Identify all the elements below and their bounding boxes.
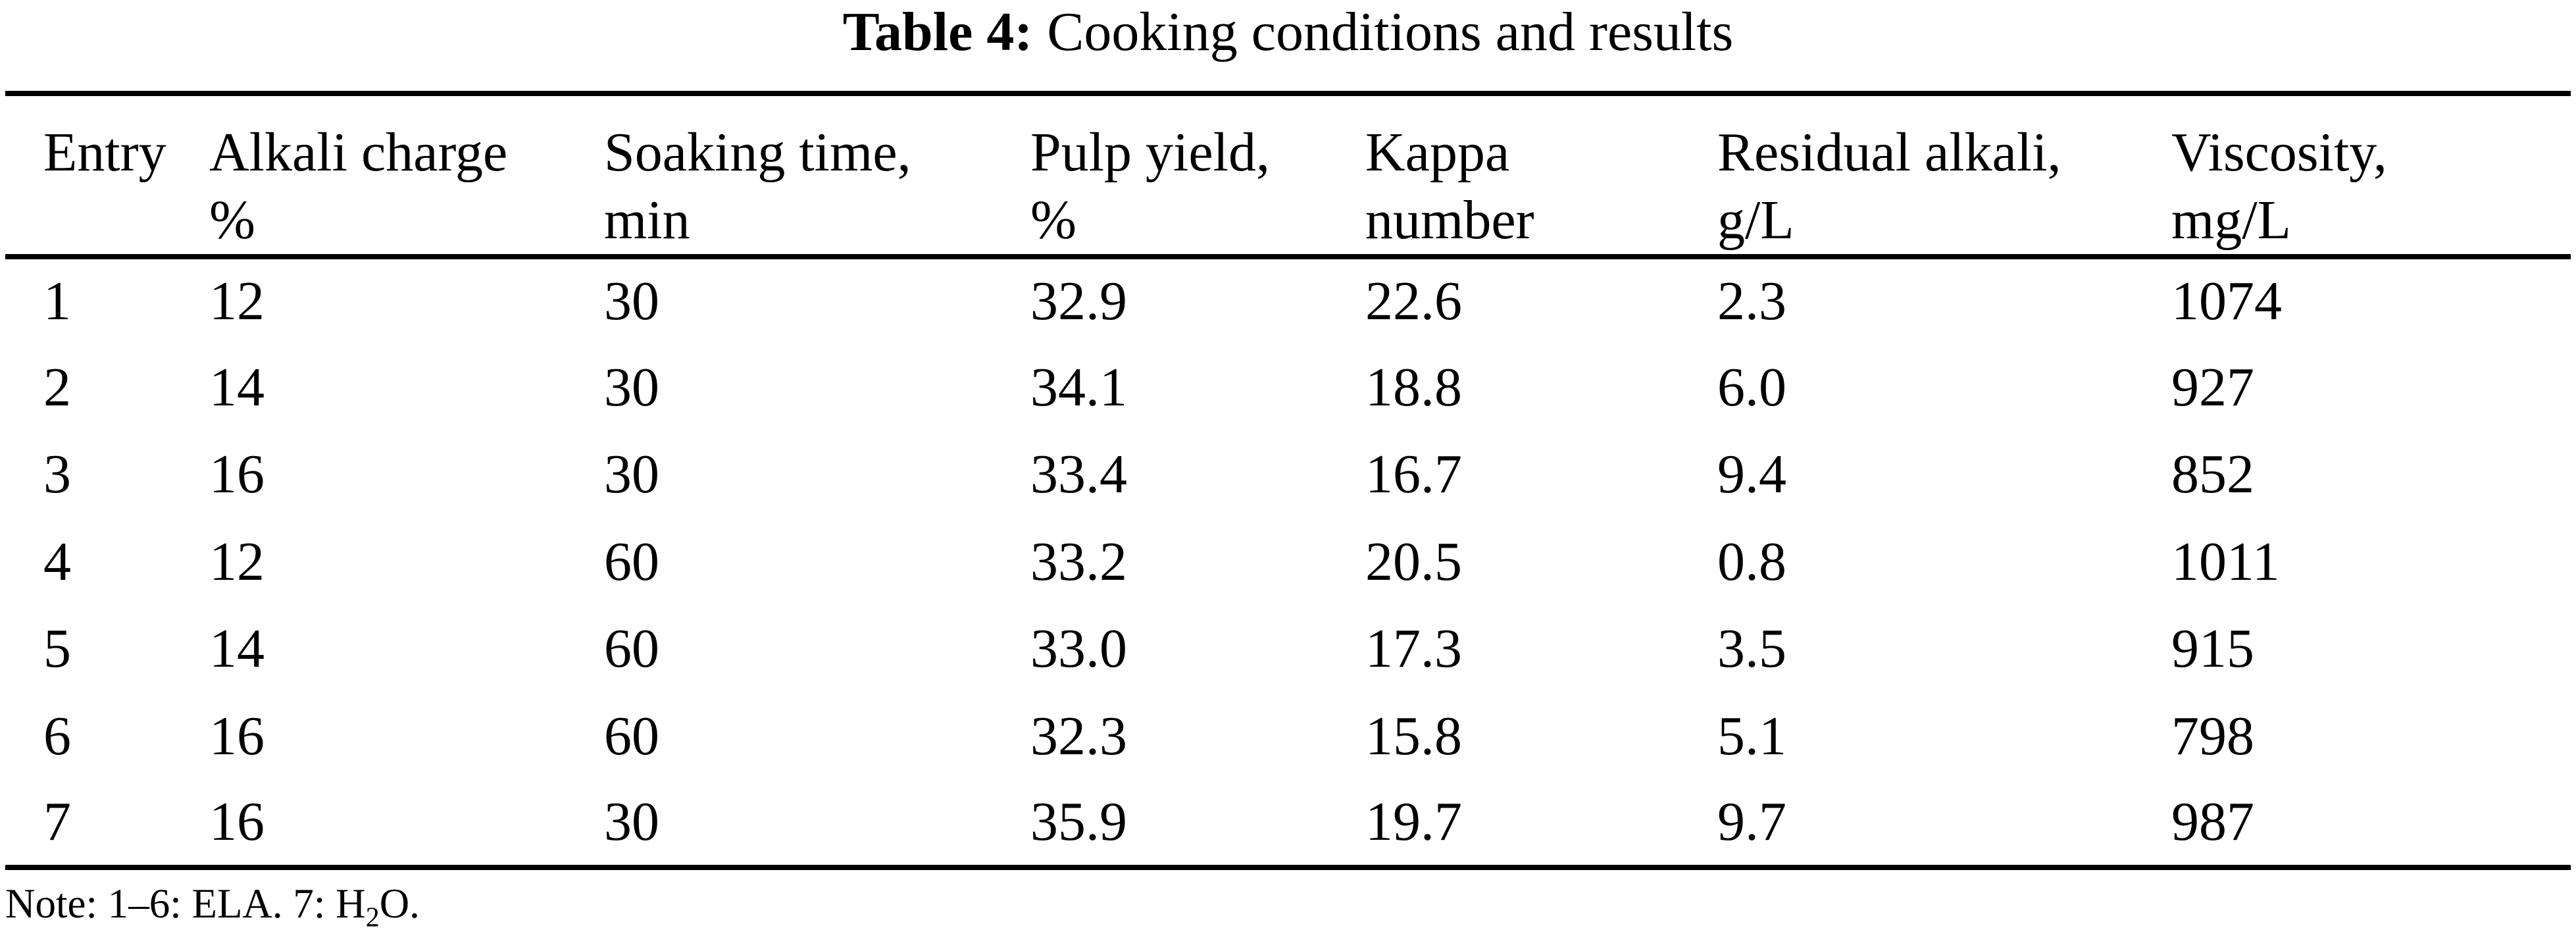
- cell-pulp-yield: 34.1: [1030, 356, 1127, 418]
- table-row: 1 12 30 32.9 22.6 2.3 1074: [5, 257, 2571, 344]
- footnote-text-end: O.: [379, 881, 420, 927]
- column-header-line2: min: [604, 190, 690, 251]
- column-header-pulp-yield: Pulp yield, %: [1030, 93, 1365, 257]
- cell-alkali-charge: 12: [209, 271, 265, 332]
- cell-soaking-time: 30: [604, 444, 659, 505]
- column-header-line2: mg/L: [2171, 190, 2291, 251]
- column-header-entry: Entry: [5, 93, 209, 257]
- footnote-subscript: 2: [365, 902, 380, 928]
- cell-residual-alkali: 3.5: [1717, 618, 1786, 680]
- cell-soaking-time: 60: [604, 530, 659, 592]
- table-row: 6 16 60 32.3 15.8 5.1 798: [5, 693, 2571, 781]
- cell-entry: 5: [43, 618, 71, 680]
- column-header-kappa-number: Kappa number: [1365, 93, 1717, 257]
- cell-residual-alkali: 9.7: [1717, 791, 1786, 853]
- table-row: 4 12 60 33.2 20.5 0.8 1011: [5, 519, 2571, 606]
- table-caption-text: Cooking conditions and results: [1047, 1, 1734, 63]
- cell-kappa-number: 22.6: [1365, 271, 1462, 332]
- table-header-row: Entry Alkali charge % Soaking time, min …: [5, 93, 2571, 257]
- cell-viscosity: 915: [2171, 618, 2254, 680]
- cell-entry: 2: [43, 356, 71, 418]
- table-row: 2 14 30 34.1 18.8 6.0 927: [5, 344, 2571, 432]
- cell-entry: 3: [43, 444, 71, 505]
- cell-entry: 1: [43, 271, 71, 332]
- column-header-line2: %: [209, 190, 255, 251]
- cooking-results-table: Entry Alkali charge % Soaking time, min …: [5, 91, 2571, 870]
- cell-soaking-time: 30: [604, 356, 659, 418]
- cell-pulp-yield: 33.2: [1030, 530, 1127, 592]
- cell-viscosity: 987: [2171, 791, 2254, 853]
- cell-kappa-number: 18.8: [1365, 356, 1462, 418]
- column-header-soaking-time: Soaking time, min: [604, 93, 1030, 257]
- column-header-line1: Pulp yield,: [1030, 122, 1271, 183]
- cell-viscosity: 798: [2171, 705, 2254, 767]
- column-header-line2: g/L: [1717, 190, 1794, 251]
- column-header-line2: %: [1030, 190, 1076, 251]
- cell-pulp-yield: 32.3: [1030, 705, 1127, 767]
- column-header-line1: Alkali charge: [209, 122, 508, 183]
- cell-kappa-number: 17.3: [1365, 618, 1462, 680]
- cell-pulp-yield: 32.9: [1030, 271, 1127, 332]
- cell-alkali-charge: 12: [209, 530, 265, 592]
- table-caption-label: Table 4:: [842, 1, 1033, 63]
- cell-soaking-time: 60: [604, 618, 659, 680]
- table-row: 5 14 60 33.0 17.3 3.5 915: [5, 606, 2571, 693]
- cell-viscosity: 927: [2171, 356, 2254, 418]
- cell-kappa-number: 16.7: [1365, 444, 1462, 505]
- table-header: Entry Alkali charge % Soaking time, min …: [5, 93, 2571, 257]
- cell-alkali-charge: 16: [209, 444, 265, 505]
- cell-residual-alkali: 0.8: [1717, 530, 1786, 592]
- cell-viscosity: 852: [2171, 444, 2254, 505]
- cell-entry: 7: [43, 791, 71, 853]
- cell-kappa-number: 19.7: [1365, 791, 1462, 853]
- cell-alkali-charge: 16: [209, 705, 265, 767]
- table-body: 1 12 30 32.9 22.6 2.3 1074 2 14 30 34.1 …: [5, 257, 2571, 867]
- cell-entry: 6: [43, 705, 71, 767]
- cell-soaking-time: 30: [604, 791, 659, 853]
- cell-alkali-charge: 16: [209, 791, 265, 853]
- column-header-viscosity: Viscosity, mg/L: [2171, 93, 2571, 257]
- column-header-alkali-charge: Alkali charge %: [209, 93, 604, 257]
- cell-viscosity: 1011: [2171, 530, 2280, 592]
- table-caption: Table 4: Cooking conditions and results: [0, 1, 2576, 63]
- cell-pulp-yield: 33.4: [1030, 444, 1127, 505]
- cell-pulp-yield: 33.0: [1030, 618, 1127, 680]
- footnote-text: Note: 1–6: ELA. 7: H: [5, 881, 366, 927]
- cell-residual-alkali: 9.4: [1717, 444, 1786, 505]
- column-header-line1: Residual alkali,: [1717, 122, 2061, 183]
- table-row: 3 16 30 33.4 16.7 9.4 852: [5, 431, 2571, 519]
- cell-residual-alkali: 2.3: [1717, 271, 1786, 332]
- column-header-line2: number: [1365, 190, 1534, 251]
- cell-residual-alkali: 6.0: [1717, 356, 1786, 418]
- cell-pulp-yield: 35.9: [1030, 791, 1127, 853]
- column-header-line1: Kappa: [1365, 122, 1510, 183]
- cell-kappa-number: 15.8: [1365, 705, 1462, 767]
- cell-residual-alkali: 5.1: [1717, 705, 1786, 767]
- cell-viscosity: 1074: [2171, 271, 2282, 332]
- cell-kappa-number: 20.5: [1365, 530, 1462, 592]
- cell-entry: 4: [43, 530, 71, 592]
- column-header-residual-alkali: Residual alkali, g/L: [1717, 93, 2171, 257]
- cell-alkali-charge: 14: [209, 356, 265, 418]
- column-header-line1: Viscosity,: [2171, 122, 2387, 183]
- cell-soaking-time: 60: [604, 705, 659, 767]
- column-header-line1: Entry: [43, 122, 166, 183]
- cell-alkali-charge: 14: [209, 618, 265, 680]
- table-row: 7 16 30 35.9 19.7 9.7 987: [5, 780, 2571, 867]
- table-footnote: Note: 1–6: ELA. 7: H2O.: [5, 881, 420, 928]
- column-header-line1: Soaking time,: [604, 122, 911, 183]
- cell-soaking-time: 30: [604, 271, 659, 332]
